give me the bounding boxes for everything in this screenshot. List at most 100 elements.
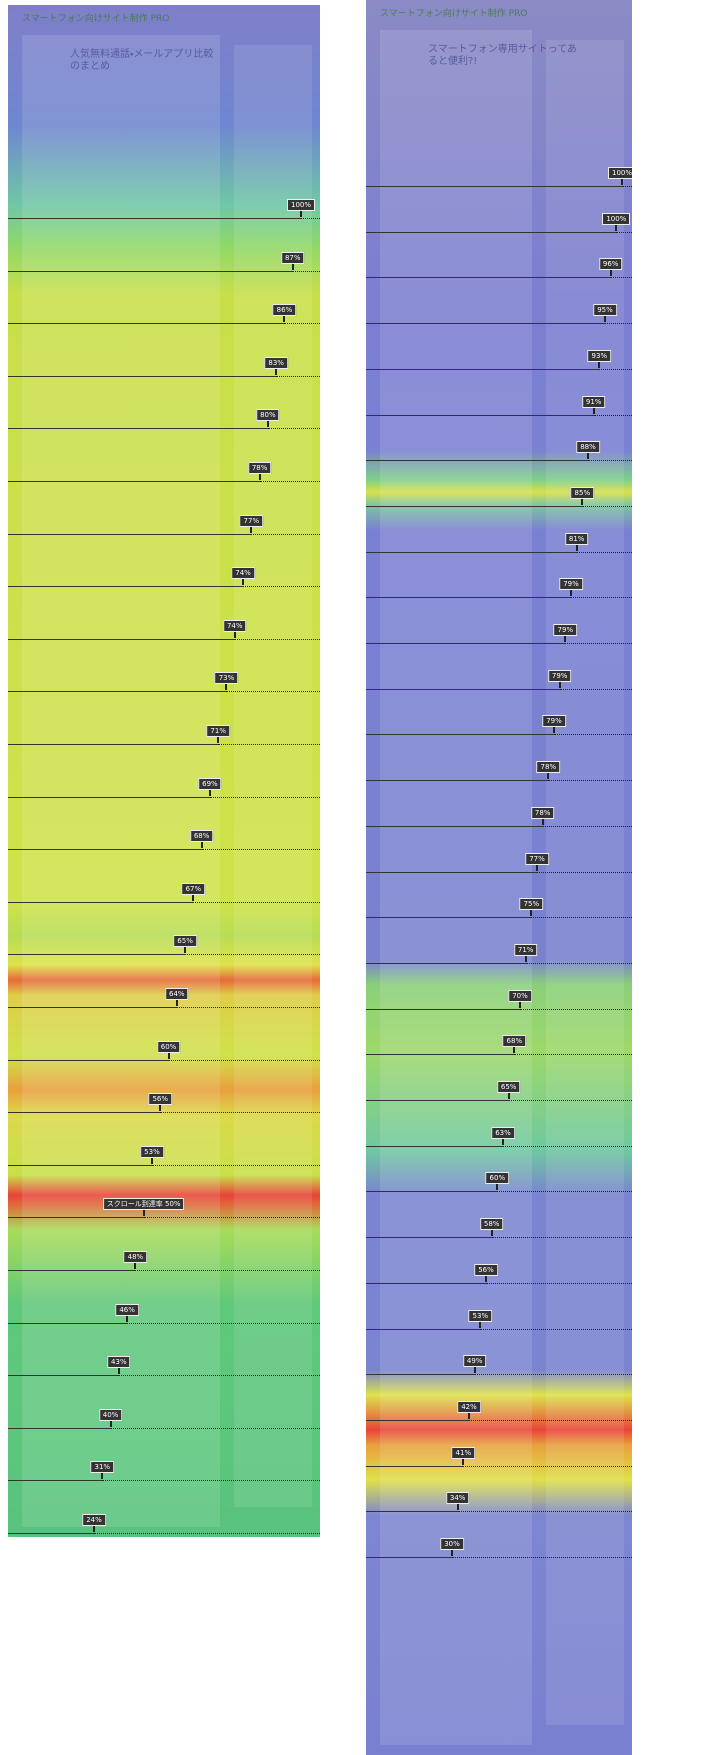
scroll-marker-label: 78% [536,761,561,774]
scroll-marker-label: 73% [214,672,239,685]
scroll-line [366,1145,503,1147]
marker-tip [225,684,228,691]
scroll-marker-label: 60% [485,1172,510,1185]
scroll-marker-label: スクロール到達率 50% [102,1198,185,1211]
scroll-line [366,643,566,644]
marker-tip [150,1157,153,1164]
scroll-marker-label: 60% [156,1040,181,1053]
scroll-marker-label: 91% [581,395,606,408]
marker-tip [530,910,533,917]
scroll-marker-label: 80% [256,409,280,422]
marker-tip [101,1473,104,1480]
scroll-marker-label: 56% [474,1263,498,1276]
marker-tip [200,842,203,849]
scroll-line-dotted [102,1480,320,1482]
scroll-line-dotted [514,1054,632,1056]
page-content [22,35,220,1527]
scroll-line [366,368,600,370]
scroll-line [366,871,537,873]
marker-tip [126,1315,129,1322]
scroll-line [8,849,202,851]
marker-tip [519,1001,521,1008]
scroll-marker-label: 79% [559,578,583,591]
scroll-line-dotted [110,1427,320,1429]
marker-tip [451,1550,453,1556]
scroll-line-dotted [276,375,320,377]
marker-tip [575,544,578,551]
scroll-line [366,231,617,233]
scroll-line [8,1112,161,1114]
scroll-line-dotted [486,1282,632,1284]
marker-tip [258,474,261,480]
scroll-line [366,505,583,507]
scroll-line [8,1322,128,1324]
scroll-line [366,962,526,964]
marker-tip [473,1367,476,1374]
scroll-line [366,597,571,599]
scroll-marker-label: 65% [173,935,197,948]
marker-tip [536,864,538,871]
scroll-marker-label: 63% [491,1126,515,1139]
scroll-line [8,1375,119,1377]
site-name: スマートフォン向けサイト制作 PRO [380,9,528,19]
scroll-line-dotted [531,917,632,919]
scroll-marker-label: 31% [90,1461,115,1474]
marker-tip [553,727,555,734]
scroll-line [366,734,554,736]
scroll-line-dotted [143,1217,320,1219]
scroll-line [366,917,532,919]
scroll-line-dotted [565,643,632,644]
scroll-marker-label: 69% [198,777,222,790]
scroll-line [366,551,577,553]
scroll-line [8,1480,103,1482]
scroll-marker-label: 74% [222,619,247,632]
scroll-line [366,277,611,279]
scroll-line-dotted [259,481,320,482]
scroll-line [366,323,605,325]
scroll-line [8,1427,111,1429]
scroll-line-dotted [457,1511,632,1513]
scroll-line [366,1008,520,1010]
scroll-line-dotted [582,505,632,507]
marker-tip [266,421,269,428]
scroll-marker-label: 81% [564,532,589,545]
scroll-line-dotted [610,277,632,279]
marker-tip [208,789,211,796]
scroll-line-dotted [218,744,320,745]
marker-tip [217,737,220,743]
scroll-line-dotted [588,460,632,462]
scroll-line-dotted [226,691,320,693]
scroll-line-dotted [491,1237,632,1239]
article-title: 人気無料通話・メールアプリ比較のまとめ [70,49,214,72]
scroll-marker-label: 85% [570,486,595,499]
sidebar [234,45,312,1507]
marker-tip [490,1230,493,1237]
scroll-line-dotted [525,962,632,964]
scroll-line-dotted [135,1270,320,1271]
scroll-marker-label: 53% [140,1145,164,1158]
scroll-line-dotted [234,638,320,640]
scroll-marker-label: 79% [542,715,566,728]
heatmap-panel: スマートフォン向けサイト制作 PRO スマートフォン専用サイトってあると便利?!… [366,0,632,1755]
scroll-line-dotted [548,780,632,782]
scroll-line [8,1059,169,1061]
scroll-line [366,414,594,416]
marker-tip [541,818,544,825]
scroll-marker-label: 65% [496,1081,521,1093]
scroll-line-dotted [469,1419,632,1421]
article-title: スマートフォン専用サイトってあると便利?! [428,44,577,67]
marker-tip [93,1526,95,1532]
scroll-marker-label: 67% [181,882,206,895]
site-name: スマートフォン向けサイト制作 PRO [22,14,170,24]
scroll-marker-label: 86% [272,304,297,317]
scroll-line-dotted [571,597,632,599]
marker-tip [564,636,567,642]
marker-tip [300,211,302,217]
scroll-line-dotted [497,1191,632,1193]
scroll-line-dotted [292,270,320,272]
scroll-line-dotted [151,1164,320,1166]
scroll-marker-label: 77% [525,852,549,865]
scroll-line [366,1511,458,1513]
scroll-marker-label: 30% [440,1538,464,1550]
scroll-marker-label: 41% [451,1446,476,1459]
